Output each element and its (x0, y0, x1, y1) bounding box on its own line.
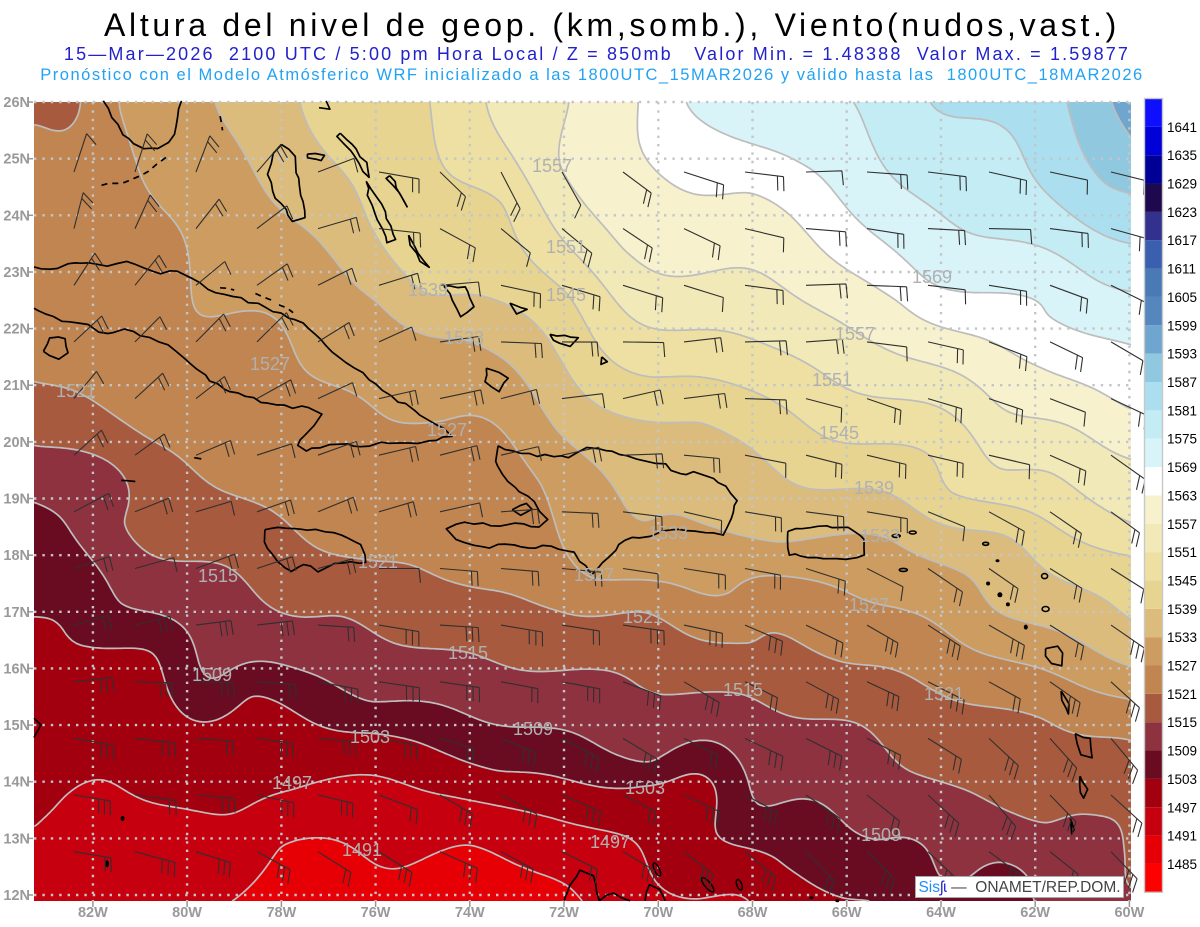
svg-text:1497: 1497 (1167, 800, 1197, 815)
svg-text:1527: 1527 (250, 354, 290, 374)
svg-text:1533: 1533 (1167, 630, 1197, 645)
svg-text:1509: 1509 (1167, 744, 1197, 759)
svg-text:1575: 1575 (1167, 432, 1197, 447)
svg-text:72W: 72W (549, 905, 579, 921)
svg-text:1509: 1509 (513, 719, 553, 739)
svg-text:1533: 1533 (648, 523, 688, 543)
svg-text:1521: 1521 (56, 381, 96, 401)
svg-text:1491: 1491 (342, 840, 382, 860)
svg-text:1533: 1533 (860, 526, 900, 546)
svg-text:1533: 1533 (444, 328, 484, 348)
svg-text:1557: 1557 (1167, 517, 1197, 532)
svg-text:1539: 1539 (408, 280, 448, 300)
svg-text:1569: 1569 (1167, 460, 1197, 475)
svg-text:1515: 1515 (1167, 715, 1197, 730)
svg-text:1605: 1605 (1167, 290, 1197, 305)
svg-text:16N: 16N (3, 661, 30, 677)
svg-text:25N: 25N (3, 152, 30, 168)
svg-text:66W: 66W (832, 905, 862, 921)
svg-text:1491: 1491 (1167, 829, 1197, 844)
svg-text:1497: 1497 (272, 773, 312, 793)
svg-text:82W: 82W (78, 905, 108, 921)
svg-text:1641: 1641 (1167, 120, 1197, 135)
svg-text:1623: 1623 (1167, 205, 1197, 220)
svg-text:70W: 70W (643, 905, 673, 921)
svg-text:1569: 1569 (912, 267, 952, 287)
svg-text:80W: 80W (172, 905, 202, 921)
svg-text:12N: 12N (3, 888, 30, 904)
svg-text:1527: 1527 (1167, 659, 1197, 674)
svg-text:15N: 15N (3, 718, 30, 734)
svg-text:13N: 13N (3, 831, 30, 847)
svg-text:76W: 76W (361, 905, 391, 921)
svg-text:1503: 1503 (625, 778, 665, 798)
svg-text:26N: 26N (3, 95, 30, 111)
svg-text:1539: 1539 (854, 478, 894, 498)
svg-text:1527: 1527 (849, 595, 889, 615)
svg-text:1503: 1503 (1167, 772, 1197, 787)
svg-text:1557: 1557 (532, 156, 572, 176)
svg-text:78W: 78W (266, 905, 296, 921)
svg-text:19N: 19N (3, 492, 30, 508)
svg-text:1503: 1503 (350, 727, 390, 747)
svg-text:1527: 1527 (574, 565, 614, 585)
svg-text:1551: 1551 (546, 237, 586, 257)
svg-text:1629: 1629 (1167, 177, 1197, 192)
svg-text:1635: 1635 (1167, 148, 1197, 163)
svg-text:60W: 60W (1114, 905, 1144, 921)
svg-text:1521: 1521 (924, 684, 964, 704)
svg-text:24N: 24N (3, 208, 30, 224)
svg-text:21N: 21N (3, 378, 30, 394)
svg-text:1557: 1557 (835, 324, 875, 344)
svg-text:1509: 1509 (861, 825, 901, 845)
svg-text:1497: 1497 (590, 832, 630, 852)
svg-text:68W: 68W (738, 905, 768, 921)
svg-text:1527: 1527 (427, 420, 467, 440)
svg-text:1515: 1515 (448, 643, 488, 663)
svg-text:1599: 1599 (1167, 318, 1197, 333)
svg-text:17N: 17N (3, 605, 30, 621)
svg-text:1551: 1551 (812, 370, 852, 390)
svg-text:1515: 1515 (723, 680, 763, 700)
svg-text:1521: 1521 (358, 552, 398, 572)
svg-text:20N: 20N (3, 435, 30, 451)
svg-text:62W: 62W (1020, 905, 1050, 921)
svg-text:1587: 1587 (1167, 375, 1197, 390)
svg-text:1611: 1611 (1167, 262, 1196, 277)
svg-text:1551: 1551 (1167, 545, 1197, 560)
svg-text:1545: 1545 (1167, 574, 1197, 589)
svg-text:1521: 1521 (1167, 687, 1197, 702)
svg-text:1539: 1539 (1167, 602, 1197, 617)
svg-text:23N: 23N (3, 265, 30, 281)
svg-text:1485: 1485 (1167, 857, 1197, 872)
svg-text:1545: 1545 (546, 285, 586, 305)
svg-text:1509: 1509 (192, 665, 232, 685)
svg-text:14N: 14N (3, 775, 30, 791)
svg-text:1563: 1563 (1167, 488, 1197, 503)
svg-text:64W: 64W (926, 905, 956, 921)
svg-text:22N: 22N (3, 322, 30, 338)
svg-text:1515: 1515 (198, 566, 238, 586)
svg-text:1617: 1617 (1167, 233, 1197, 248)
svg-text:1545: 1545 (819, 423, 859, 443)
svg-text:1521: 1521 (623, 607, 663, 627)
svg-text:1581: 1581 (1167, 403, 1197, 418)
svg-text:74W: 74W (455, 905, 485, 921)
svg-text:18N: 18N (3, 548, 30, 564)
svg-text:1593: 1593 (1167, 347, 1197, 362)
